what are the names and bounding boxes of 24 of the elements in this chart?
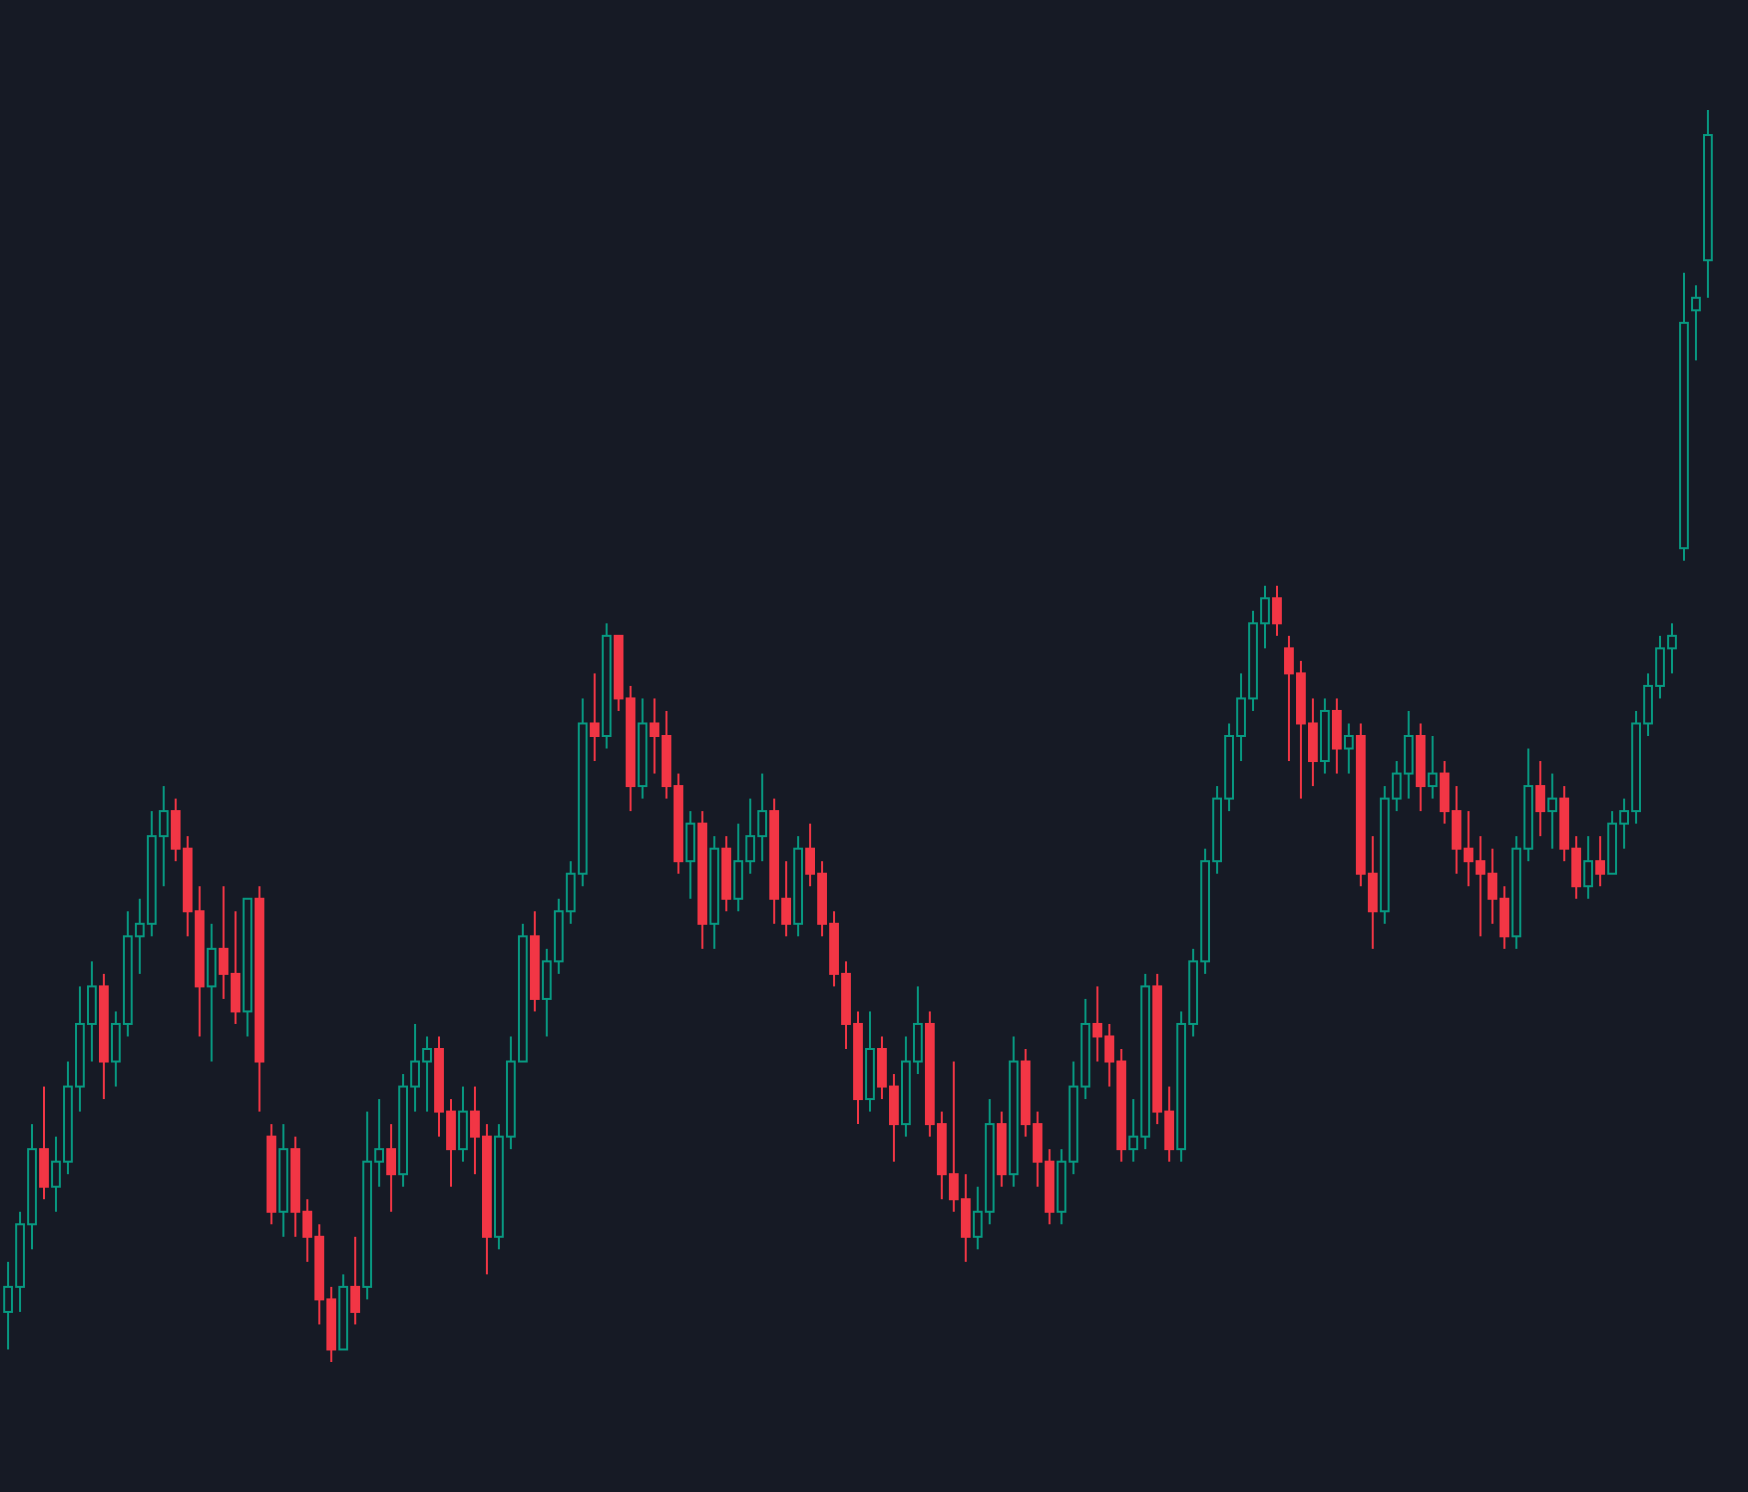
candlestick — [685, 810, 696, 900]
candlestick — [637, 697, 648, 800]
candlestick — [1535, 760, 1546, 838]
candlestick — [1691, 284, 1701, 362]
candlestick — [601, 622, 612, 750]
candlestick — [589, 672, 600, 763]
candlestick — [1427, 735, 1438, 800]
candlestick — [697, 810, 708, 950]
candlestick — [1343, 722, 1354, 775]
candlestick — [1319, 697, 1330, 775]
candlestick — [386, 1123, 397, 1213]
candlestick — [1331, 697, 1342, 775]
candlestick — [865, 1010, 875, 1113]
candlestick — [206, 922, 217, 1063]
candlestick — [709, 835, 720, 950]
candlestick — [278, 1123, 289, 1238]
candlestick — [1415, 722, 1426, 813]
candlestick — [1679, 271, 1689, 562]
candlestick — [1583, 835, 1594, 900]
candlestick — [1008, 1035, 1019, 1188]
candlestick — [1703, 109, 1713, 299]
candlestick — [254, 885, 265, 1113]
candlestick — [1547, 772, 1558, 850]
candlestick — [458, 1085, 468, 1163]
